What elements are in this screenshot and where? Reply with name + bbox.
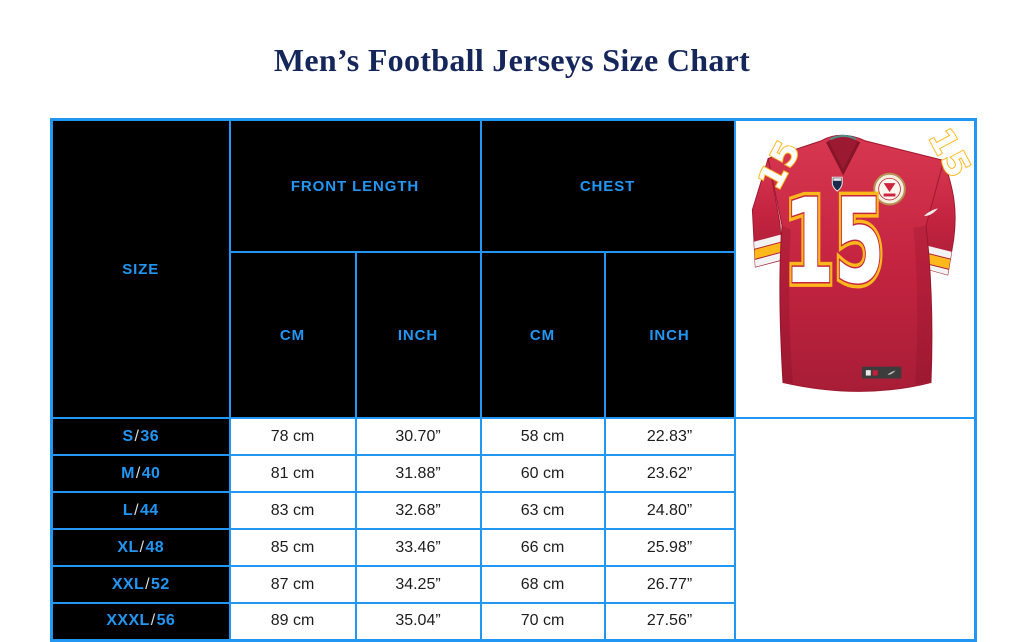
value-cell: 23.62” <box>603 454 736 493</box>
jock-tag <box>861 366 901 379</box>
page: Men’s Football Jerseys Size Chart SIZE F… <box>50 42 977 642</box>
value-cell: 24.80” <box>603 491 736 530</box>
size-slash: / <box>135 464 141 482</box>
value-cell: 81 cm <box>228 454 357 493</box>
col-group-front-length: FRONT LENGTH <box>228 118 482 254</box>
size-cell: M/40 <box>50 454 231 493</box>
col-header-chest-inch: INCH <box>603 251 736 419</box>
size-slash: / <box>134 427 140 445</box>
nike-swoosh-icon <box>923 208 938 216</box>
value-cell: 85 cm <box>228 528 357 567</box>
right-side-shade <box>912 225 932 385</box>
size-text: S <box>122 427 134 445</box>
value-cell: 70 cm <box>479 602 606 641</box>
size-text: XXL <box>111 575 145 593</box>
size-text: XL <box>117 538 139 556</box>
size-text: 52 <box>151 575 170 593</box>
size-cell: XXXL/56 <box>50 602 231 641</box>
size-chart-table: SIZE FRONT LENGTH CHEST <box>50 118 977 642</box>
value-cell: 33.46” <box>354 528 482 567</box>
size-text: 44 <box>139 501 159 519</box>
value-cell: 58 cm <box>479 417 606 456</box>
value-cell: 34.25” <box>354 565 482 604</box>
size-text: 40 <box>141 464 161 482</box>
table-row: S/36 78 cm 30.70” 58 cm 22.83” <box>50 417 976 456</box>
value-cell: 35.04” <box>354 602 482 641</box>
svg-text:15: 15 <box>784 174 884 310</box>
size-text: 36 <box>140 427 160 445</box>
value-cell: 87 cm <box>228 565 357 604</box>
col-header-front-length-cm: CM <box>228 251 357 419</box>
value-cell: 31.88” <box>354 454 482 493</box>
size-cell: XXL/52 <box>50 565 231 604</box>
jersey-collar-trim <box>825 141 860 176</box>
value-cell: 22.83” <box>603 417 736 456</box>
page-title: Men’s Football Jerseys Size Chart <box>273 42 751 78</box>
size-text: 48 <box>145 538 165 556</box>
jersey-collar-opening <box>826 136 859 173</box>
col-header-chest-cm: CM <box>479 251 606 419</box>
size-cell: L/44 <box>50 491 231 530</box>
size-slash: / <box>134 501 139 519</box>
col-group-chest: CHEST <box>479 118 736 254</box>
size-slash: / <box>139 538 145 556</box>
chest-number: 15 15 <box>780 170 888 314</box>
size-cell: S/36 <box>50 417 231 456</box>
value-cell: 66 cm <box>479 528 606 567</box>
table-row: M/40 81 cm 31.88” 60 cm 23.62” <box>50 454 976 493</box>
jersey-illustration: 15 15 15 15 <box>749 121 973 392</box>
size-text: XXXL <box>106 612 150 630</box>
table-row: XXXL/56 89 cm 35.04” 70 cm 27.56” <box>50 602 976 641</box>
team-chest-patch <box>872 172 906 206</box>
value-cell: 68 cm <box>479 565 606 604</box>
value-cell: 60 cm <box>479 454 606 493</box>
svg-text:15: 15 <box>784 174 884 310</box>
value-cell: 78 cm <box>228 417 357 456</box>
left-sleeve-stripes <box>751 230 782 268</box>
value-cell: 89 cm <box>228 602 357 641</box>
size-slash: / <box>145 575 151 593</box>
size-text: M <box>121 464 135 482</box>
value-cell: 25.98” <box>603 528 736 567</box>
table-row: XXL/52 87 cm 34.25” 68 cm 26.77” <box>50 565 976 604</box>
size-cell: XL/48 <box>50 528 231 567</box>
left-side-shade <box>779 225 793 384</box>
size-text: L <box>122 501 134 519</box>
value-cell: 32.68” <box>354 491 482 530</box>
table-row: XL/48 85 cm 33.46” 66 cm 25.98” <box>50 528 976 567</box>
nfl-shield-logo <box>831 176 843 192</box>
value-cell: 27.56” <box>603 602 736 641</box>
collar-inner-line <box>829 134 856 141</box>
size-text: 56 <box>156 612 176 630</box>
value-cell: 63 cm <box>479 491 606 530</box>
value-cell: 26.77” <box>603 565 736 604</box>
col-header-size: SIZE <box>50 118 231 419</box>
size-chart-body: S/36 78 cm 30.70” 58 cm 22.83” M/40 81 cm 31.88… <box>50 417 976 641</box>
jersey-product-image: 15 15 15 15 <box>733 118 976 419</box>
value-cell: 30.70” <box>354 417 482 456</box>
table-row: L/44 83 cm 32.68” 63 cm 24.80” <box>50 491 976 530</box>
value-cell: 83 cm <box>228 491 357 530</box>
col-header-front-length-inch: INCH <box>354 251 482 419</box>
size-slash: / <box>150 612 156 630</box>
